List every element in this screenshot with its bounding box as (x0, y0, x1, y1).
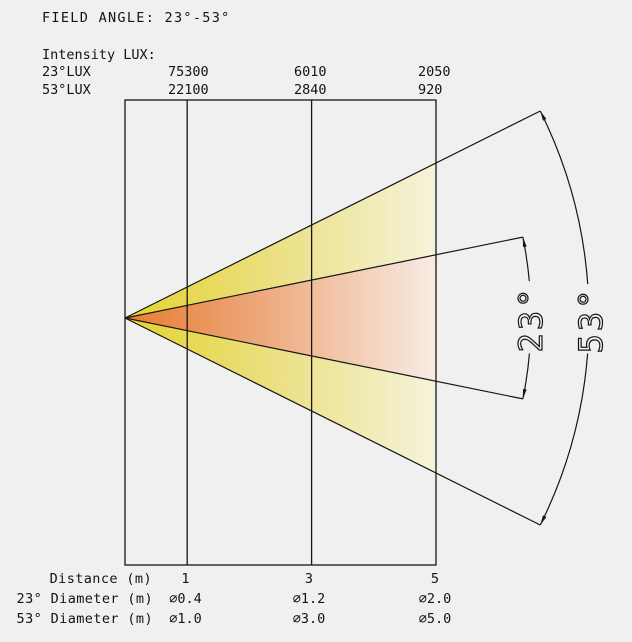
intensity-heading: Intensity LUX: (42, 47, 156, 63)
diameter-53-value-5m: ⌀5.0 (419, 611, 452, 627)
intensity-row-53-label: 53°LUX (42, 82, 91, 98)
angle-label-53: 53° (572, 287, 610, 354)
diameter-53-row-label: 53° Diameter (m) (17, 611, 153, 627)
diameter-23-value-5m: ⌀2.0 (419, 591, 452, 607)
diameter-23-row-label: 23° Diameter (m) (17, 591, 153, 607)
distance-value-1: 1 (181, 571, 189, 587)
distance-row-label: Distance (m) (50, 571, 152, 587)
intensity-53-value-5m: 920 (418, 82, 442, 98)
angle-arc-53-upper (539, 110, 589, 285)
distance-value-5: 5 (431, 571, 439, 587)
beam-edge-23-bottom (124, 317, 524, 400)
beam-edge-23-top (124, 236, 524, 319)
measurement-box (124, 99, 437, 566)
diameter-53-value-3m: ⌀3.0 (293, 611, 326, 627)
angle-label-23: 23° (512, 286, 550, 353)
beam-edge-53-top (124, 110, 541, 319)
angle-arc-23-upper (522, 236, 530, 282)
beam-cone-23-fill (125, 254, 436, 382)
diameter-23-value-3m: ⌀1.2 (293, 591, 326, 607)
intensity-23-value-3m: 6010 (294, 64, 327, 80)
intensity-23-value-1m: 75300 (168, 64, 209, 80)
intensity-53-value-1m: 22100 (168, 82, 209, 98)
angle-arc-23-lower (522, 353, 531, 400)
diameter-53-value-1m: ⌀1.0 (169, 611, 202, 627)
diameter-23-value-1m: ⌀0.4 (169, 591, 202, 607)
intensity-row-23-label: 23°LUX (42, 64, 91, 80)
intensity-23-value-5m: 2050 (418, 64, 451, 80)
beam-edge-53-bottom (124, 317, 541, 526)
intensity-53-value-3m: 2840 (294, 82, 327, 98)
distance-value-3: 3 (305, 571, 313, 587)
page-title: FIELD ANGLE: 23°-53° (42, 10, 231, 26)
angle-arc-53-lower (539, 353, 589, 526)
